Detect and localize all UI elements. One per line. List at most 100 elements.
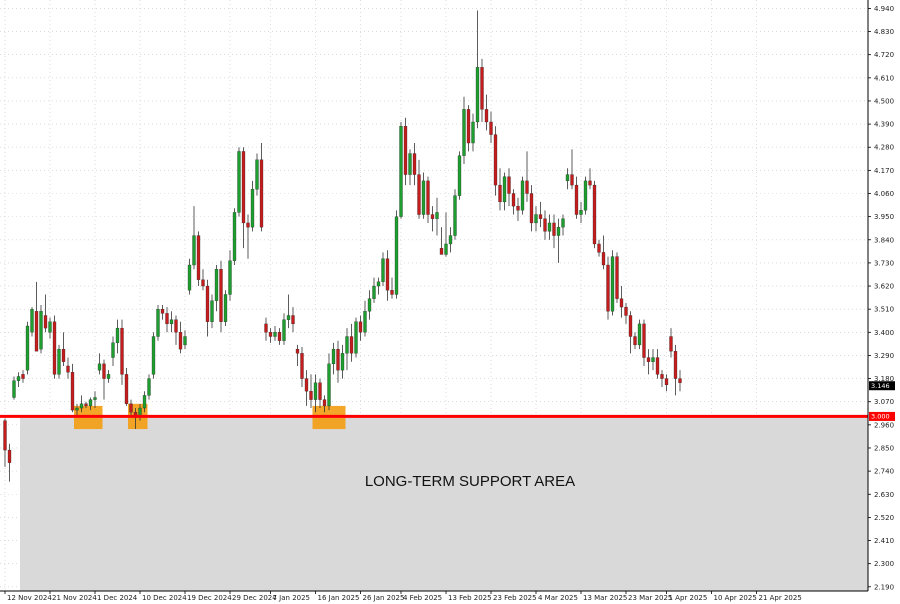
candle-bull — [583, 180, 588, 211]
candle-bear — [417, 174, 421, 215]
candle-bull — [30, 309, 34, 333]
candle-bull — [255, 159, 259, 190]
candle-bull — [327, 363, 331, 407]
candle-bear — [201, 279, 205, 287]
candle-bull — [93, 397, 97, 400]
candle-bull — [457, 155, 462, 196]
y-tick-label: 2.960 — [874, 421, 894, 429]
candle-bear — [543, 218, 547, 232]
candle-bear — [264, 323, 268, 333]
candle-bear — [277, 332, 282, 341]
candle-bull — [286, 315, 291, 320]
candle-bull — [579, 210, 583, 215]
candle-bear — [295, 348, 300, 354]
y-tick-label: 4.170 — [874, 167, 894, 175]
candle-bear — [484, 109, 489, 123]
candle-bear — [655, 357, 660, 375]
candle-bear — [412, 153, 417, 175]
candle-bear — [165, 313, 169, 325]
candle-bull — [57, 348, 61, 375]
candle-bear — [619, 298, 624, 308]
candle-bear — [597, 243, 601, 253]
candle-bull — [435, 212, 439, 219]
candle-bull — [462, 109, 466, 156]
candle-bull — [475, 67, 480, 123]
candle-bear — [259, 159, 264, 228]
candle-bear — [430, 214, 435, 219]
y-tick-label: 3.620 — [874, 283, 894, 291]
candle-bull — [534, 214, 538, 224]
candle-bear — [480, 67, 484, 110]
candle-bear — [552, 222, 556, 236]
candle-bull — [214, 269, 219, 301]
y-tick-label: 4.280 — [874, 144, 894, 152]
candle-bull — [111, 342, 115, 358]
x-tick-label: 23 Mar 2025 — [628, 594, 672, 602]
support-price-tag — [869, 411, 895, 421]
candle-bear — [466, 109, 471, 144]
x-tick-label: 10 Apr 2025 — [714, 594, 757, 602]
candle-bull — [610, 256, 615, 312]
x-tick-label: 13 Feb 2025 — [448, 594, 492, 602]
candle-bear — [43, 315, 48, 329]
candle-bull — [169, 319, 174, 325]
candle-bear — [66, 365, 70, 373]
candle-bear — [529, 193, 534, 224]
y-tick-label: 3.180 — [874, 375, 894, 383]
candle-bear — [102, 363, 106, 379]
candle-bull — [88, 399, 93, 407]
candle-bear — [309, 391, 313, 400]
candle-bear — [507, 176, 511, 194]
candle-bear — [21, 374, 25, 379]
candle-bear — [291, 315, 295, 325]
x-tick-label: 4 Feb 2025 — [403, 594, 442, 602]
candle-bull — [408, 153, 412, 175]
candle-bear — [178, 332, 183, 350]
candle-bull — [340, 353, 345, 371]
candle-bull — [556, 226, 561, 236]
candle-bear — [498, 184, 502, 203]
candle-bear — [318, 382, 322, 400]
candle-bull — [565, 174, 570, 182]
candle-bear — [174, 319, 178, 333]
candle-bear — [304, 378, 309, 392]
candle-bear — [70, 372, 75, 411]
candle-bear — [61, 348, 66, 362]
candle-bear — [7, 449, 12, 463]
candle-bear — [358, 321, 363, 333]
y-tick-label: 3.510 — [874, 306, 894, 314]
candle-bull — [313, 382, 318, 400]
candle-bull — [187, 264, 192, 291]
candle-bear — [390, 290, 394, 295]
y-tick-label: 3.290 — [874, 352, 894, 360]
candle-bear — [601, 252, 606, 266]
candle-bear — [660, 374, 664, 379]
candle-bull — [502, 176, 507, 203]
candle-bear — [570, 174, 574, 186]
candle-bear — [160, 309, 165, 314]
candle-bear — [615, 256, 619, 299]
candle-bull — [228, 260, 232, 295]
candle-bull — [75, 407, 79, 411]
candle-bull — [282, 319, 286, 341]
candle-bull — [106, 374, 111, 379]
y-tick-label: 2.410 — [874, 537, 894, 545]
candle-bull — [520, 180, 525, 211]
candle-bull — [232, 212, 237, 261]
candle-bear — [574, 184, 579, 215]
candle-bear — [426, 180, 430, 215]
candle-bear — [129, 403, 133, 413]
candle-bear — [669, 336, 673, 352]
candle-bear — [268, 332, 273, 337]
x-tick-label: 7 Jan 2025 — [273, 594, 311, 602]
candle-bear — [592, 184, 597, 245]
x-tick-label: 29 Dec 2024 — [232, 594, 277, 602]
candle-bull — [223, 294, 228, 322]
candle-bear — [349, 336, 354, 354]
x-tick-label: 12 Nov 2024 — [7, 594, 52, 602]
candle-bear — [403, 126, 408, 175]
candle-bear — [196, 235, 201, 280]
candle-bull — [39, 311, 43, 350]
x-tick-label: 1 Apr 2025 — [669, 594, 708, 602]
